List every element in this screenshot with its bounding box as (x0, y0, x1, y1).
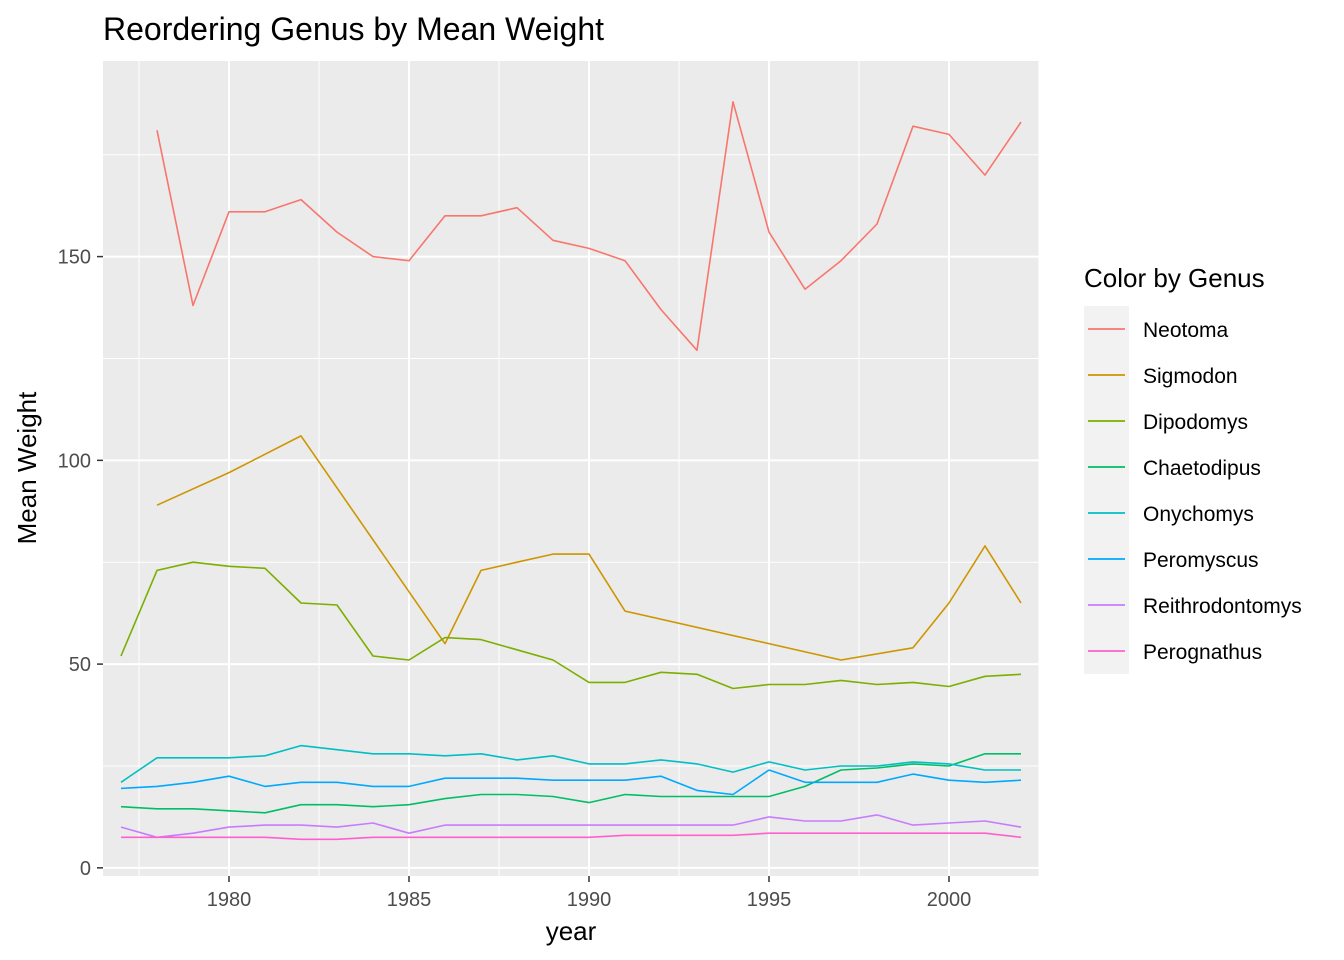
series-line-chaetodipus (120, 752, 1021, 814)
chart-title: Reordering Genus by Mean Weight (103, 11, 604, 47)
x-tick-label: 1985 (387, 889, 432, 911)
legend-label-neotoma: Neotoma (1143, 319, 1229, 342)
series-lines (120, 101, 1022, 841)
legend-key-background (1084, 306, 1129, 674)
x-tick-label: 2000 (927, 889, 972, 911)
series-line-sigmodon (156, 435, 1022, 661)
legend-label-dipodomys: Dipodomys (1143, 411, 1248, 434)
x-tick-label: 1995 (747, 889, 792, 911)
minor-gridlines (103, 61, 1040, 876)
legend-title: Color by Genus (1084, 263, 1265, 293)
series-line-onychomys (120, 744, 1021, 783)
plot-panel (103, 61, 1039, 876)
series-line-peromyscus (120, 769, 1022, 796)
x-tick-label: 1980 (207, 889, 252, 911)
y-tick-label: 100 (58, 450, 91, 472)
legend-label-chaetodipus: Chaetodipus (1143, 457, 1261, 480)
major-gridlines (103, 61, 1039, 876)
legend-label-onychomys: Onychomys (1143, 503, 1254, 526)
legend: Color by Genus Neotoma Sigmodon Dipodomys C… (1084, 263, 1302, 674)
series-line-neotoma (156, 101, 1022, 352)
legend-label-sigmodon: Sigmodon (1143, 365, 1238, 388)
y-tick-label: 0 (80, 858, 91, 880)
legend-label-reithrodontomys: Reithrodontomys (1143, 595, 1302, 618)
axis-ticks (97, 255, 950, 882)
series-line-reithrodontomys (120, 814, 1022, 839)
series-line-perognathus (121, 832, 1022, 841)
series-line-dipodomys (120, 561, 1022, 690)
tick-labels: 1980 1985 1990 1995 2000 0 50 100 150 (58, 247, 972, 911)
legend-label-peromyscus: Peromyscus (1143, 549, 1259, 572)
y-axis-title: Mean Weight (12, 391, 42, 544)
x-axis-title: year (546, 916, 597, 946)
legend-label-perognathus: Perognathus (1143, 641, 1262, 664)
x-tick-label: 1990 (567, 889, 612, 911)
y-tick-label: 150 (58, 247, 91, 269)
y-tick-label: 50 (69, 654, 91, 676)
